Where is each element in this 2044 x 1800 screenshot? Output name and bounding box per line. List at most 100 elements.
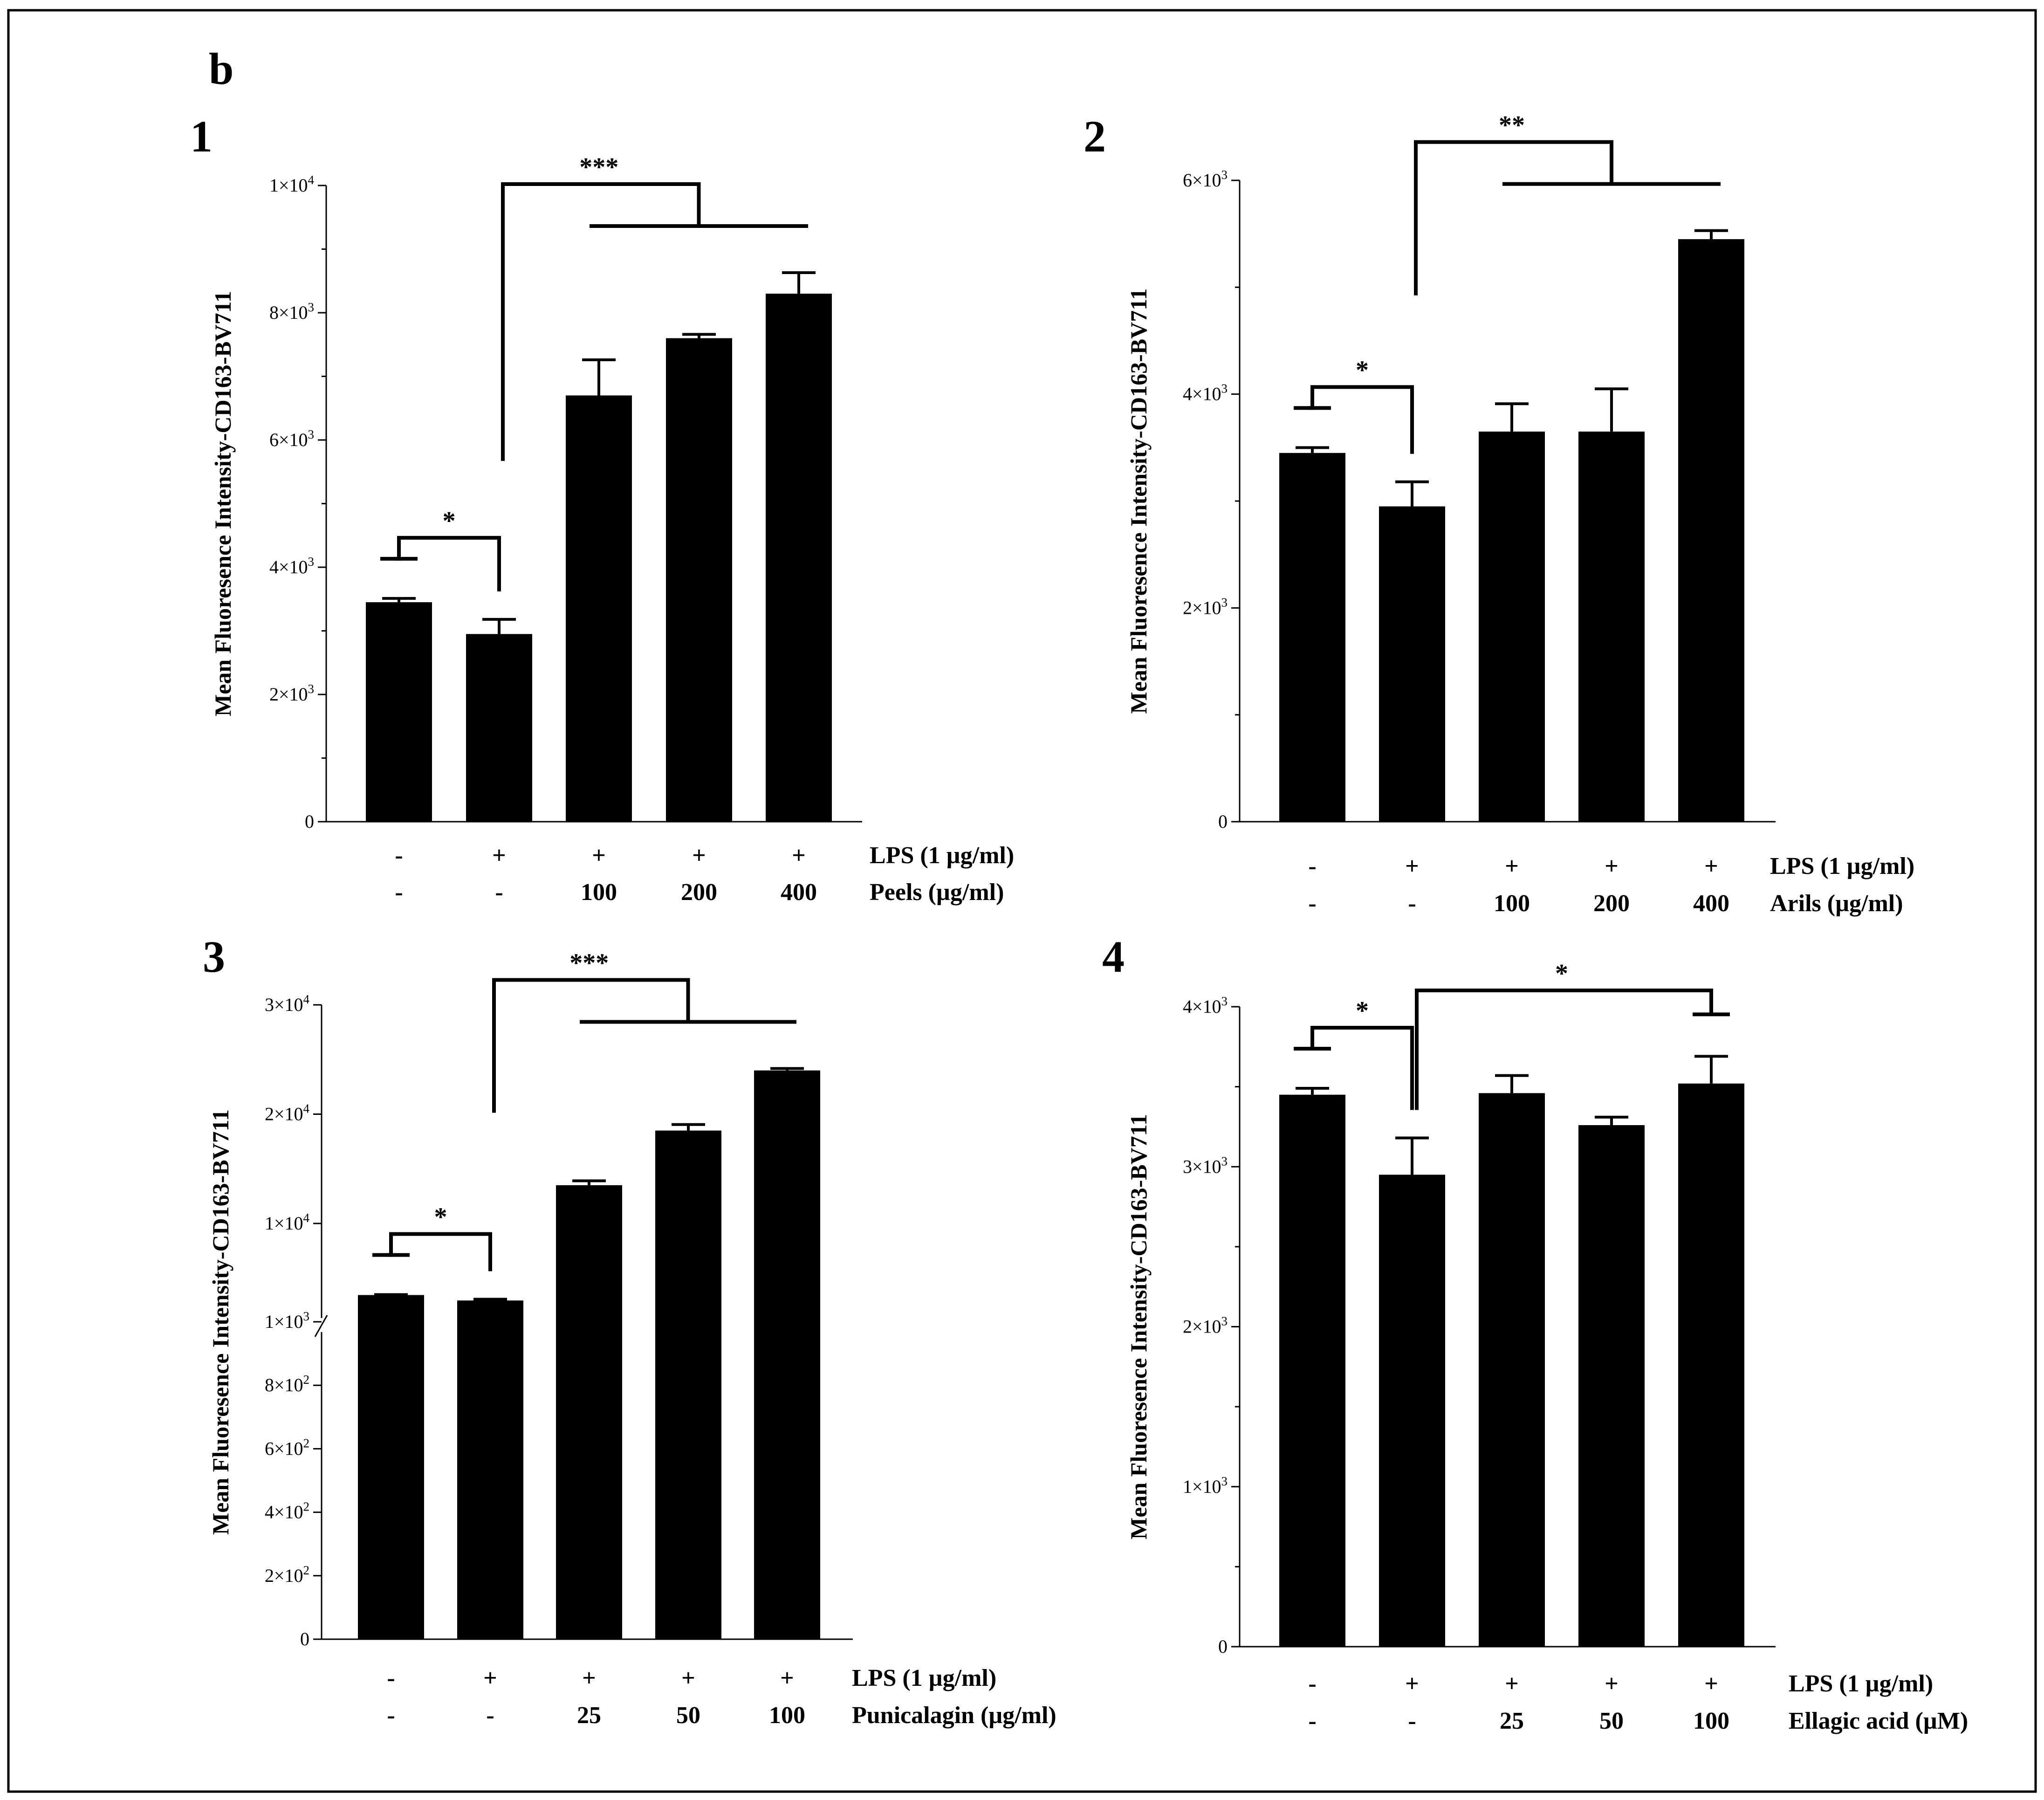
bar <box>566 395 632 822</box>
lps-row-value: + <box>483 1665 497 1691</box>
y-axis-label: Mean Fluoresence Intensity-CD163-BV711 <box>207 1109 233 1535</box>
bar <box>754 1070 820 1639</box>
lps-row-value: + <box>592 842 606 869</box>
y-axis-label: Mean Fluoresence Intensity-CD163-BV711 <box>210 291 236 716</box>
y-tick-label: 2×104 <box>265 1101 310 1124</box>
dose-row-value: - <box>1308 890 1316 917</box>
dose-row-value: - <box>1308 1708 1316 1734</box>
lps-row-value: + <box>1605 853 1619 879</box>
chart-panel-2: 2 0 2×103 4×103 6×103 Mean Fluoresence Intens… <box>1084 111 1914 917</box>
bar <box>1479 431 1545 822</box>
dose-row-value: - <box>395 879 403 906</box>
bar <box>556 1185 622 1639</box>
y-tick-label: 0 <box>305 811 314 832</box>
dose-row-value: 50 <box>1599 1708 1624 1734</box>
y-tick-label: 4×102 <box>265 1500 309 1523</box>
lps-row-value: - <box>395 842 403 869</box>
bar <box>1578 431 1645 822</box>
y-tick-label: 8×103 <box>269 300 314 323</box>
dose-row-value: 100 <box>1693 1708 1729 1734</box>
bar <box>1379 1175 1445 1647</box>
significance-label: * <box>1356 356 1369 385</box>
lps-row-label: LPS (1 µg/ml) <box>870 842 1014 869</box>
bar <box>366 602 432 822</box>
significance-label: ** <box>1499 111 1525 140</box>
dose-row-value: 100 <box>1494 890 1530 917</box>
significance-label: * <box>434 1203 447 1232</box>
lps-row-value: - <box>1308 853 1316 879</box>
panel-number: 2 <box>1084 111 1106 161</box>
lps-row-value: + <box>582 1665 596 1691</box>
y-axis-label: Mean Fluoresence Intensity-CD163-BV711 <box>1125 1114 1152 1539</box>
panel-number: 4 <box>1102 932 1125 982</box>
lps-row-value: + <box>1704 1670 1718 1697</box>
y-tick-label: 1×104 <box>265 1211 310 1234</box>
dose-row-value: 100 <box>581 879 617 906</box>
significance-label: * <box>1555 959 1568 988</box>
bar <box>1279 453 1345 822</box>
dose-row-value: 25 <box>1500 1708 1524 1734</box>
dose-row-value: 400 <box>781 879 817 906</box>
significance-bracket <box>1414 140 1613 295</box>
y-tick-label: 0 <box>300 1628 309 1649</box>
y-tick-label: 3×104 <box>265 992 310 1015</box>
y-tick-label: 3×103 <box>1183 1154 1228 1177</box>
lps-row-label: LPS (1 µg/ml) <box>1770 853 1914 879</box>
significance-bracket <box>501 182 701 461</box>
bar <box>1678 1083 1744 1647</box>
y-tick-label: 2×103 <box>1183 595 1228 618</box>
y-tick-label: 2×103 <box>269 682 314 705</box>
chart-panel-3: 3 0 2×102 4×102 6×102 8×102 1×103 1×104 2×104 3×1… <box>203 932 1056 1729</box>
panels: 1 0 2×103 4×103 6×103 8×103 1×104 Mean Fluorese… <box>190 111 1968 1734</box>
bar <box>655 1130 721 1639</box>
lps-row-label: LPS (1 µg/ml) <box>852 1665 996 1691</box>
y-tick-label: 0 <box>1218 811 1228 832</box>
significance-label: *** <box>569 948 609 977</box>
bar <box>358 1295 424 1639</box>
y-tick-label: 1×103 <box>265 1309 309 1332</box>
bar <box>1279 1094 1345 1647</box>
dose-row-value: - <box>486 1702 494 1729</box>
y-tick-label: 4×103 <box>1183 994 1228 1017</box>
significance-bracket <box>492 978 690 1113</box>
bar <box>1678 239 1744 822</box>
bar <box>1578 1125 1645 1647</box>
lps-row-value: + <box>1605 1670 1619 1697</box>
lps-row-value: + <box>1405 1670 1419 1697</box>
dose-row-label: Ellagic acid (µM) <box>1789 1708 1968 1734</box>
bar <box>1379 506 1445 822</box>
dose-row-label: Punicalagin (µg/ml) <box>852 1702 1056 1729</box>
bar <box>466 634 532 822</box>
dose-row-value: 100 <box>769 1702 805 1729</box>
y-tick-label: 2×102 <box>265 1563 309 1586</box>
bar <box>1479 1093 1545 1647</box>
lps-row-value: + <box>692 842 706 869</box>
y-tick-label: 6×102 <box>265 1436 309 1459</box>
lps-row-label: LPS (1 µg/ml) <box>1789 1670 1933 1697</box>
dose-row-value: - <box>1408 890 1416 917</box>
dose-row-value: 50 <box>676 1702 700 1729</box>
dose-row-value: 200 <box>681 879 717 906</box>
chart-panel-1: 1 0 2×103 4×103 6×103 8×103 1×104 Mean Fluorese… <box>190 111 1014 906</box>
lps-row-value: + <box>780 1665 794 1691</box>
dose-row-value: - <box>387 1702 395 1729</box>
dose-row-value: 25 <box>577 1702 601 1729</box>
figure-frame <box>7 9 2037 1793</box>
lps-row-value: + <box>1505 853 1519 879</box>
y-tick-label: 4×103 <box>1183 382 1228 405</box>
y-tick-label: 1×103 <box>1183 1474 1228 1497</box>
figure-letter: b <box>209 44 233 94</box>
lps-row-value: + <box>1505 1670 1519 1697</box>
y-tick-label: 2×103 <box>1183 1314 1228 1337</box>
bar <box>666 338 732 822</box>
lps-row-value: + <box>1704 853 1718 879</box>
lps-row-value: + <box>792 842 806 869</box>
y-tick-label: 4×103 <box>269 555 314 577</box>
y-tick-label: 6×103 <box>1183 168 1228 191</box>
dose-row-label: Peels (µg/ml) <box>870 879 1004 906</box>
significance-bracket <box>1415 989 1713 1110</box>
y-tick-label: 6×103 <box>269 427 314 450</box>
lps-row-value: + <box>1405 853 1419 879</box>
y-axis-label: Mean Fluoresence Intensity-CD163-BV711 <box>1125 289 1152 714</box>
